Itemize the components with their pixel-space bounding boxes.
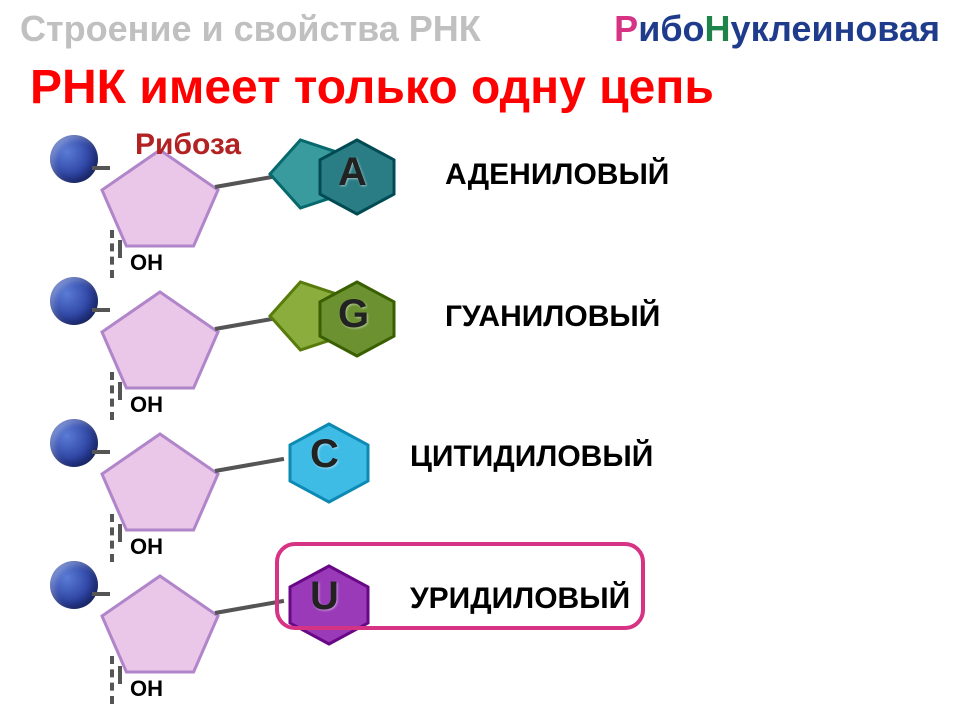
phosphate-sphere: [50, 561, 98, 609]
base-letter: U: [310, 574, 339, 619]
bond-vertical: [118, 240, 122, 258]
rt-ukle: уклеиновая: [731, 8, 940, 49]
nucleotide-label: ГУАНИЛОВЫЙ: [445, 300, 660, 334]
bond-vertical-dashed: [110, 372, 114, 420]
rt-n: Н: [705, 8, 731, 49]
nucleotide-label: АДЕНИЛОВЫЙ: [445, 158, 669, 192]
nucleotide-row: CЦИТИДИЛОВЫЙОН: [50, 414, 950, 544]
nucleotide-row: GГУАНИЛОВЫЙОН: [50, 272, 950, 402]
bond-vertical-dashed: [110, 230, 114, 278]
bond-vertical: [118, 382, 122, 400]
ribose-pentagon: [100, 432, 220, 532]
left-title: Строение и свойства РНК: [20, 8, 481, 50]
ribose-pentagon: [100, 290, 220, 390]
main-heading: РНК имеет только одну цепь: [30, 60, 714, 115]
nucleotide-row: Рибоза AАДЕНИЛОВЫЙОН: [50, 130, 950, 260]
top-row: Строение и свойства РНК РибоНуклеиновая: [0, 8, 960, 50]
rt-r: Р: [614, 8, 638, 49]
base-letter: C: [310, 432, 339, 477]
phosphate-sphere: [50, 419, 98, 467]
bond-sugar-base: [215, 599, 285, 615]
rna-diagram: Рибоза AАДЕНИЛОВЫЙОН GГУАНИЛОВЫЙОН CЦИТИ…: [0, 130, 960, 720]
ribose-pentagon: [100, 574, 220, 674]
nucleotide-label: ЦИТИДИЛОВЫЙ: [410, 440, 653, 474]
oh-label: ОН: [130, 676, 163, 702]
phosphate-sphere: [50, 277, 98, 325]
bond-vertical: [118, 524, 122, 542]
bond-vertical-dashed: [110, 656, 114, 704]
rt-ibo: ибо: [638, 8, 704, 49]
bond-vertical: [118, 666, 122, 684]
base-letter: A: [338, 150, 367, 195]
bond-sugar-base: [215, 457, 285, 473]
bond-vertical-dashed: [110, 514, 114, 562]
ribose-label: Рибоза: [135, 128, 241, 162]
phosphate-sphere: [50, 135, 98, 183]
base-letter: G: [338, 292, 369, 337]
right-title: РибоНуклеиновая: [614, 8, 940, 50]
ribose-pentagon: [100, 148, 220, 248]
